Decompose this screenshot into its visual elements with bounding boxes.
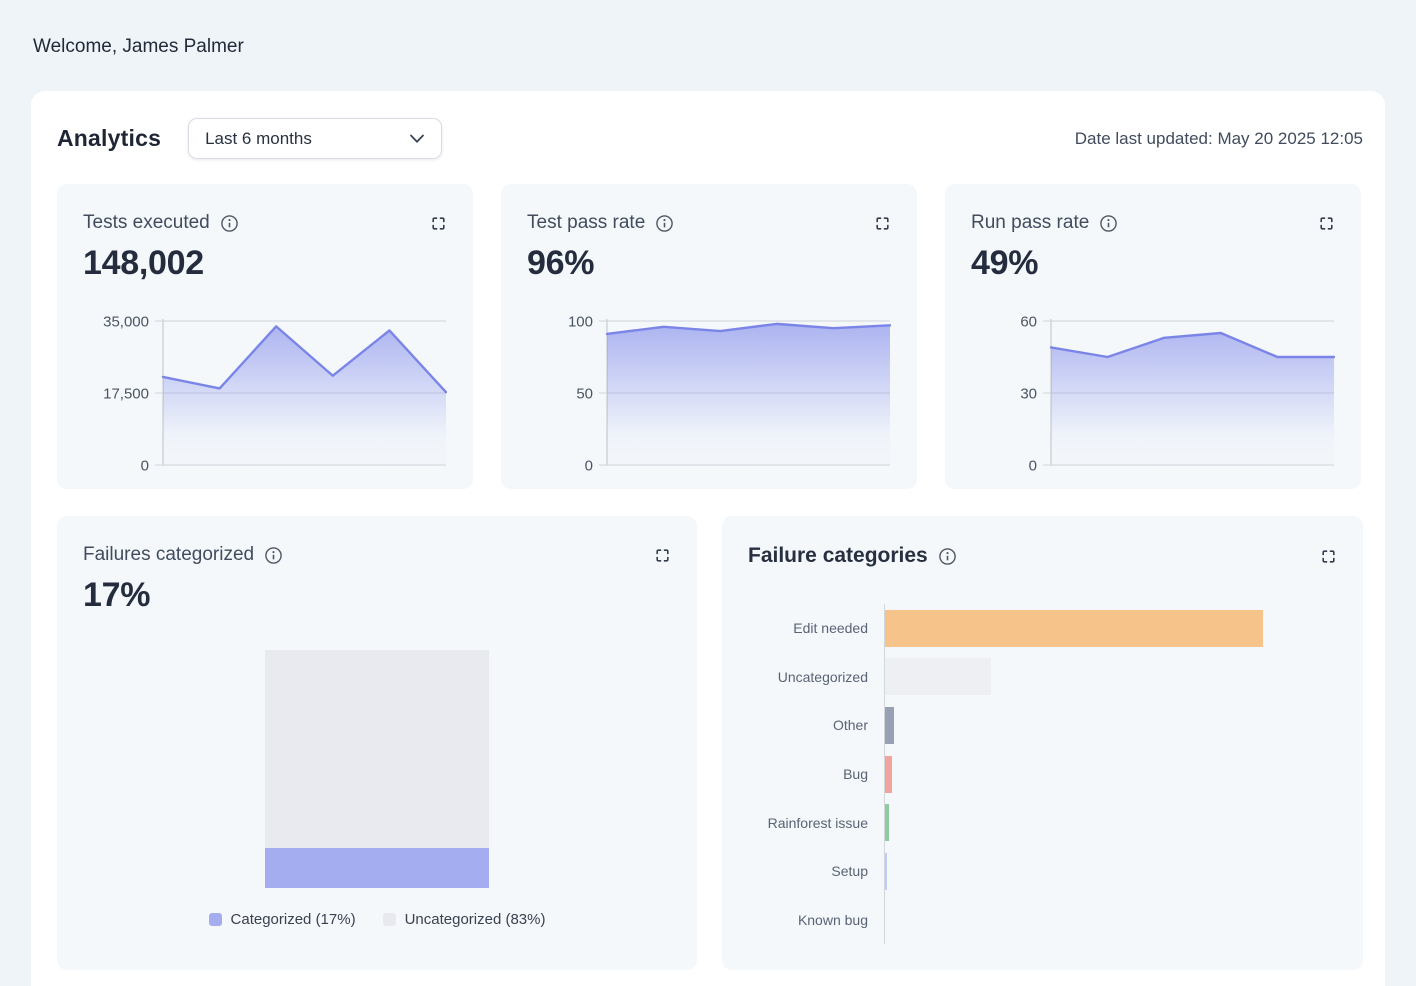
- legend-label: Uncategorized (83%): [404, 911, 546, 928]
- categorized-segment: [265, 847, 489, 888]
- bar-row: Rainforest issue: [748, 798, 1337, 847]
- bar-category-label: Setup: [831, 863, 868, 880]
- bar-row: Known bug: [748, 895, 1337, 945]
- bar: [885, 755, 893, 793]
- card-title: Test pass rate: [527, 212, 646, 233]
- expand-button[interactable]: [654, 547, 671, 564]
- card-failures-categorized: Failures categorized 17% Categorized (17…: [57, 516, 697, 970]
- bar-row: Bug: [748, 749, 1337, 799]
- card-title: Tests executed: [83, 212, 210, 233]
- last-updated-text: Date last updated: May 20 2025 12:05: [1074, 128, 1363, 148]
- kpi-value: 17%: [83, 576, 151, 614]
- legend-swatch: [382, 913, 396, 926]
- legend-swatch: [208, 913, 222, 926]
- bar-row: Setup: [748, 846, 1337, 896]
- area-chart-svg: 60 30 0: [1020, 314, 1336, 475]
- card-title: Failures categorized: [83, 544, 255, 565]
- bar: [885, 852, 887, 890]
- bar-track: [884, 846, 1337, 896]
- expand-button[interactable]: [1320, 548, 1337, 565]
- bar-track: [884, 604, 1337, 653]
- card-failure-categories: Failure categories Edit needed Uncategori…: [722, 516, 1363, 970]
- panel-header: Analytics Last 6 months Date last update…: [57, 118, 1363, 159]
- svg-text:35,000: 35,000: [103, 314, 149, 331]
- area-chart-svg: 100 50 0: [568, 314, 892, 475]
- failure-categories-chart: Edit needed Uncategorized Other Bug Rainfore…: [748, 604, 1337, 945]
- info-icon[interactable]: [220, 214, 239, 233]
- svg-text:0: 0: [141, 458, 149, 475]
- bar-category-label: Known bug: [797, 911, 868, 928]
- svg-text:30: 30: [1020, 386, 1037, 403]
- svg-text:17,500: 17,500: [103, 386, 149, 403]
- info-icon[interactable]: [1099, 214, 1118, 233]
- bar-track: [884, 749, 1337, 799]
- chevron-down-icon: [409, 134, 425, 144]
- test-pass-rate-chart: 100 50 0: [527, 309, 892, 480]
- card-title: Failure categories: [748, 544, 928, 567]
- bar-track: [884, 652, 1337, 702]
- date-range-value: Last 6 months: [205, 128, 312, 148]
- bar-category-label: Other: [832, 717, 868, 734]
- bar: [885, 658, 991, 696]
- bar: [885, 609, 1263, 647]
- uncategorized-segment: [265, 650, 489, 848]
- legend-item: Uncategorized (83%): [382, 911, 546, 928]
- bar-track: [884, 895, 1337, 945]
- legend-label: Categorized (17%): [230, 911, 356, 928]
- info-icon[interactable]: [655, 214, 674, 233]
- bar-row: Uncategorized: [748, 652, 1337, 702]
- card-tests-executed: Tests executed 148,002 35,000 17,500 0: [57, 184, 473, 489]
- svg-text:100: 100: [568, 314, 593, 331]
- bar: [885, 804, 890, 842]
- legend-item: Categorized (17%): [208, 911, 356, 928]
- card-title: Run pass rate: [971, 212, 1090, 233]
- expand-button[interactable]: [1318, 215, 1335, 232]
- run-pass-rate-chart: 60 30 0: [971, 309, 1336, 480]
- welcome-message: Welcome, James Palmer: [33, 36, 244, 57]
- bar-category-label: Uncategorized: [777, 668, 868, 685]
- card-run-pass-rate: Run pass rate 49% 60 30 0: [945, 184, 1361, 489]
- bar-row: Other: [748, 701, 1337, 750]
- bar-category-label: Bug: [843, 766, 868, 783]
- kpi-row: Tests executed 148,002 35,000 17,500 0 Tes…: [57, 184, 1361, 489]
- date-range-select[interactable]: Last 6 months: [188, 118, 443, 159]
- svg-text:50: 50: [576, 386, 593, 403]
- info-icon[interactable]: [938, 547, 957, 566]
- expand-button[interactable]: [874, 215, 891, 232]
- kpi-value: 96%: [527, 244, 595, 282]
- bottom-row: Failures categorized 17% Categorized (17…: [57, 516, 1363, 970]
- stacked-bar-chart: [265, 650, 489, 888]
- expand-button[interactable]: [430, 215, 447, 232]
- bar: [885, 706, 895, 744]
- svg-text:0: 0: [585, 458, 593, 475]
- chart-legend: Categorized (17%) Uncategorized (83%): [83, 911, 671, 928]
- bar-row: Edit needed: [748, 604, 1337, 653]
- area-chart-svg: 35,000 17,500 0: [103, 314, 448, 475]
- page-title: Analytics: [57, 125, 162, 151]
- bar-category-label: Rainforest issue: [767, 814, 868, 831]
- bar-track: [884, 701, 1337, 750]
- bar-track: [884, 798, 1337, 847]
- kpi-value: 148,002: [83, 244, 204, 282]
- card-test-pass-rate: Test pass rate 96% 100 50 0: [501, 184, 917, 489]
- svg-text:60: 60: [1020, 314, 1037, 331]
- bar-category-label: Edit needed: [793, 620, 868, 637]
- analytics-panel: Analytics Last 6 months Date last update…: [31, 91, 1385, 986]
- tests-executed-chart: 35,000 17,500 0: [83, 309, 448, 480]
- svg-text:0: 0: [1029, 458, 1037, 475]
- kpi-value: 49%: [971, 244, 1039, 282]
- info-icon[interactable]: [264, 546, 283, 565]
